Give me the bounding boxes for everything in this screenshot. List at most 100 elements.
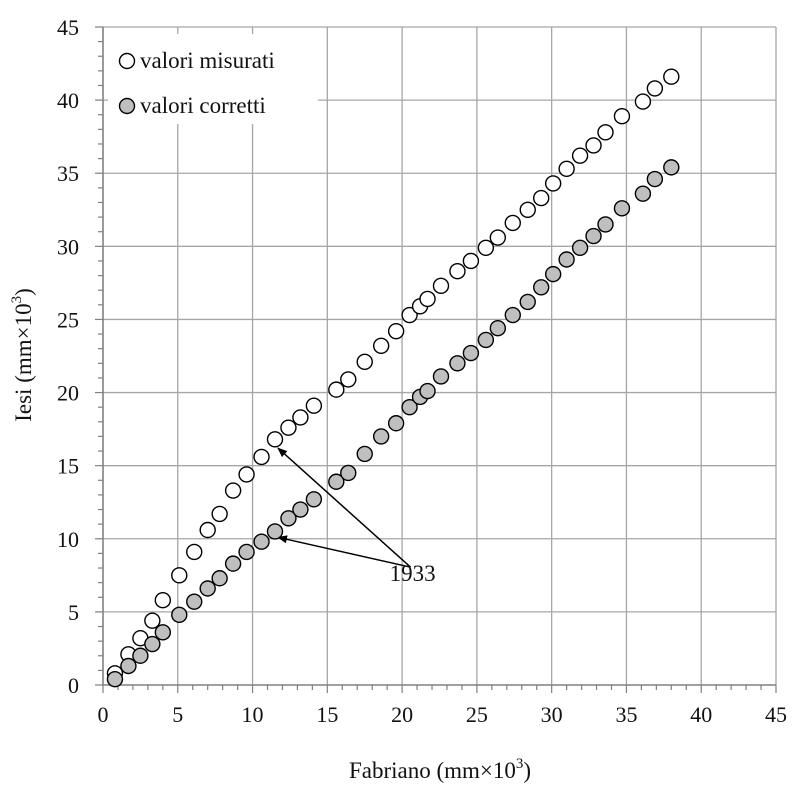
data-point [634,93,652,110]
y-tick-label: 0 [68,673,79,698]
x-axis-title-main: Fabriano (mm×10 [349,758,516,783]
y-tick-label: 20 [57,381,79,406]
data-point [519,201,536,218]
data-point [462,252,480,270]
data-point [489,320,507,337]
data-point [328,381,345,398]
data-point [144,635,161,653]
data-point [634,185,652,202]
y-tick-label: 35 [57,161,79,186]
data-point [558,251,575,268]
y-axis-title-tail: ) [11,288,36,296]
data-point [432,368,450,385]
data-point [585,227,602,245]
data-point [571,147,589,164]
data-point [449,262,466,280]
annotation-label-1933: 1933 [390,561,436,586]
y-tick-label: 10 [57,527,79,552]
data-point [419,290,436,308]
data-point [401,398,418,416]
annotation-arrow [277,447,412,568]
y-tick-label: 30 [57,234,79,259]
y-axis-title: Iesi (mm×103) [9,288,36,422]
legend-marker-corretti [118,97,136,115]
data-point [340,371,357,388]
x-axis-ticks: 0 5 10 15 20 25 30 35 40 45 [98,702,788,727]
data-point [106,670,124,688]
data-point [132,647,149,664]
y-axis-ticks: 0 5 10 15 20 25 30 35 40 45 [57,15,79,698]
data-point [387,322,405,340]
data-point [646,170,664,188]
x-tick-label: 45 [765,702,787,727]
data-point [613,107,631,125]
data-point [171,606,188,624]
data-point [253,448,270,466]
data-point [585,137,602,154]
y-tick-label: 15 [57,454,79,479]
x-tick-label: 35 [615,702,637,727]
data-point [663,159,680,176]
data-point [186,593,203,610]
annotation-arrow [277,535,411,568]
data-point [387,415,405,432]
data-point [305,397,323,414]
data-point [489,229,507,246]
data-point [532,189,550,207]
y-tick-label: 25 [57,307,79,332]
data-point [238,466,255,483]
data-point [305,491,323,508]
data-point [519,293,536,311]
data-point [504,306,521,324]
series-valori-corretti [106,159,680,688]
data-point [120,657,137,675]
data-point [532,279,550,296]
data-point [558,160,575,178]
data-point [597,216,614,233]
x-tick-label: 30 [541,702,563,727]
legend: valori misurati valori corretti [108,34,318,124]
data-point [266,523,284,540]
x-tick-label: 10 [242,702,264,727]
data-point [266,431,284,448]
data-point [199,521,216,539]
data-point [477,239,495,256]
data-point [613,200,631,217]
data-point [211,505,228,523]
data-point [544,175,562,192]
x-axis-title-tail: ) [523,758,531,783]
x-tick-label: 20 [391,702,413,727]
legend-label-corretti: valori corretti [140,93,266,118]
data-point [144,612,161,629]
data-point [356,445,373,463]
axes [95,26,777,693]
y-axis-title-superscript: 3 [9,296,25,304]
data-point [504,214,521,232]
data-point [292,409,309,426]
data-point [477,331,495,349]
data-point [280,419,297,436]
data-point [328,473,345,490]
data-point [211,570,228,587]
y-tick-label: 45 [57,15,79,40]
data-point [292,501,309,518]
data-point [199,580,216,597]
data-point [544,265,562,283]
data-point [432,277,450,295]
x-axis-title: Fabriano (mm×103) [349,756,531,783]
x-tick-label: 15 [316,702,338,727]
data-point [646,80,664,97]
x-tick-label: 25 [466,702,488,727]
y-tick-label: 40 [57,88,79,113]
data-point [224,482,242,499]
data-point [186,543,203,561]
data-point [597,124,614,141]
data-point [280,510,297,527]
data-point [462,344,480,362]
data-point [401,306,418,324]
x-tick-label: 0 [98,702,109,727]
y-axis-title-main: Iesi (mm×10 [11,303,36,421]
x-axis-title-superscript: 3 [516,756,524,772]
data-point [238,543,255,561]
